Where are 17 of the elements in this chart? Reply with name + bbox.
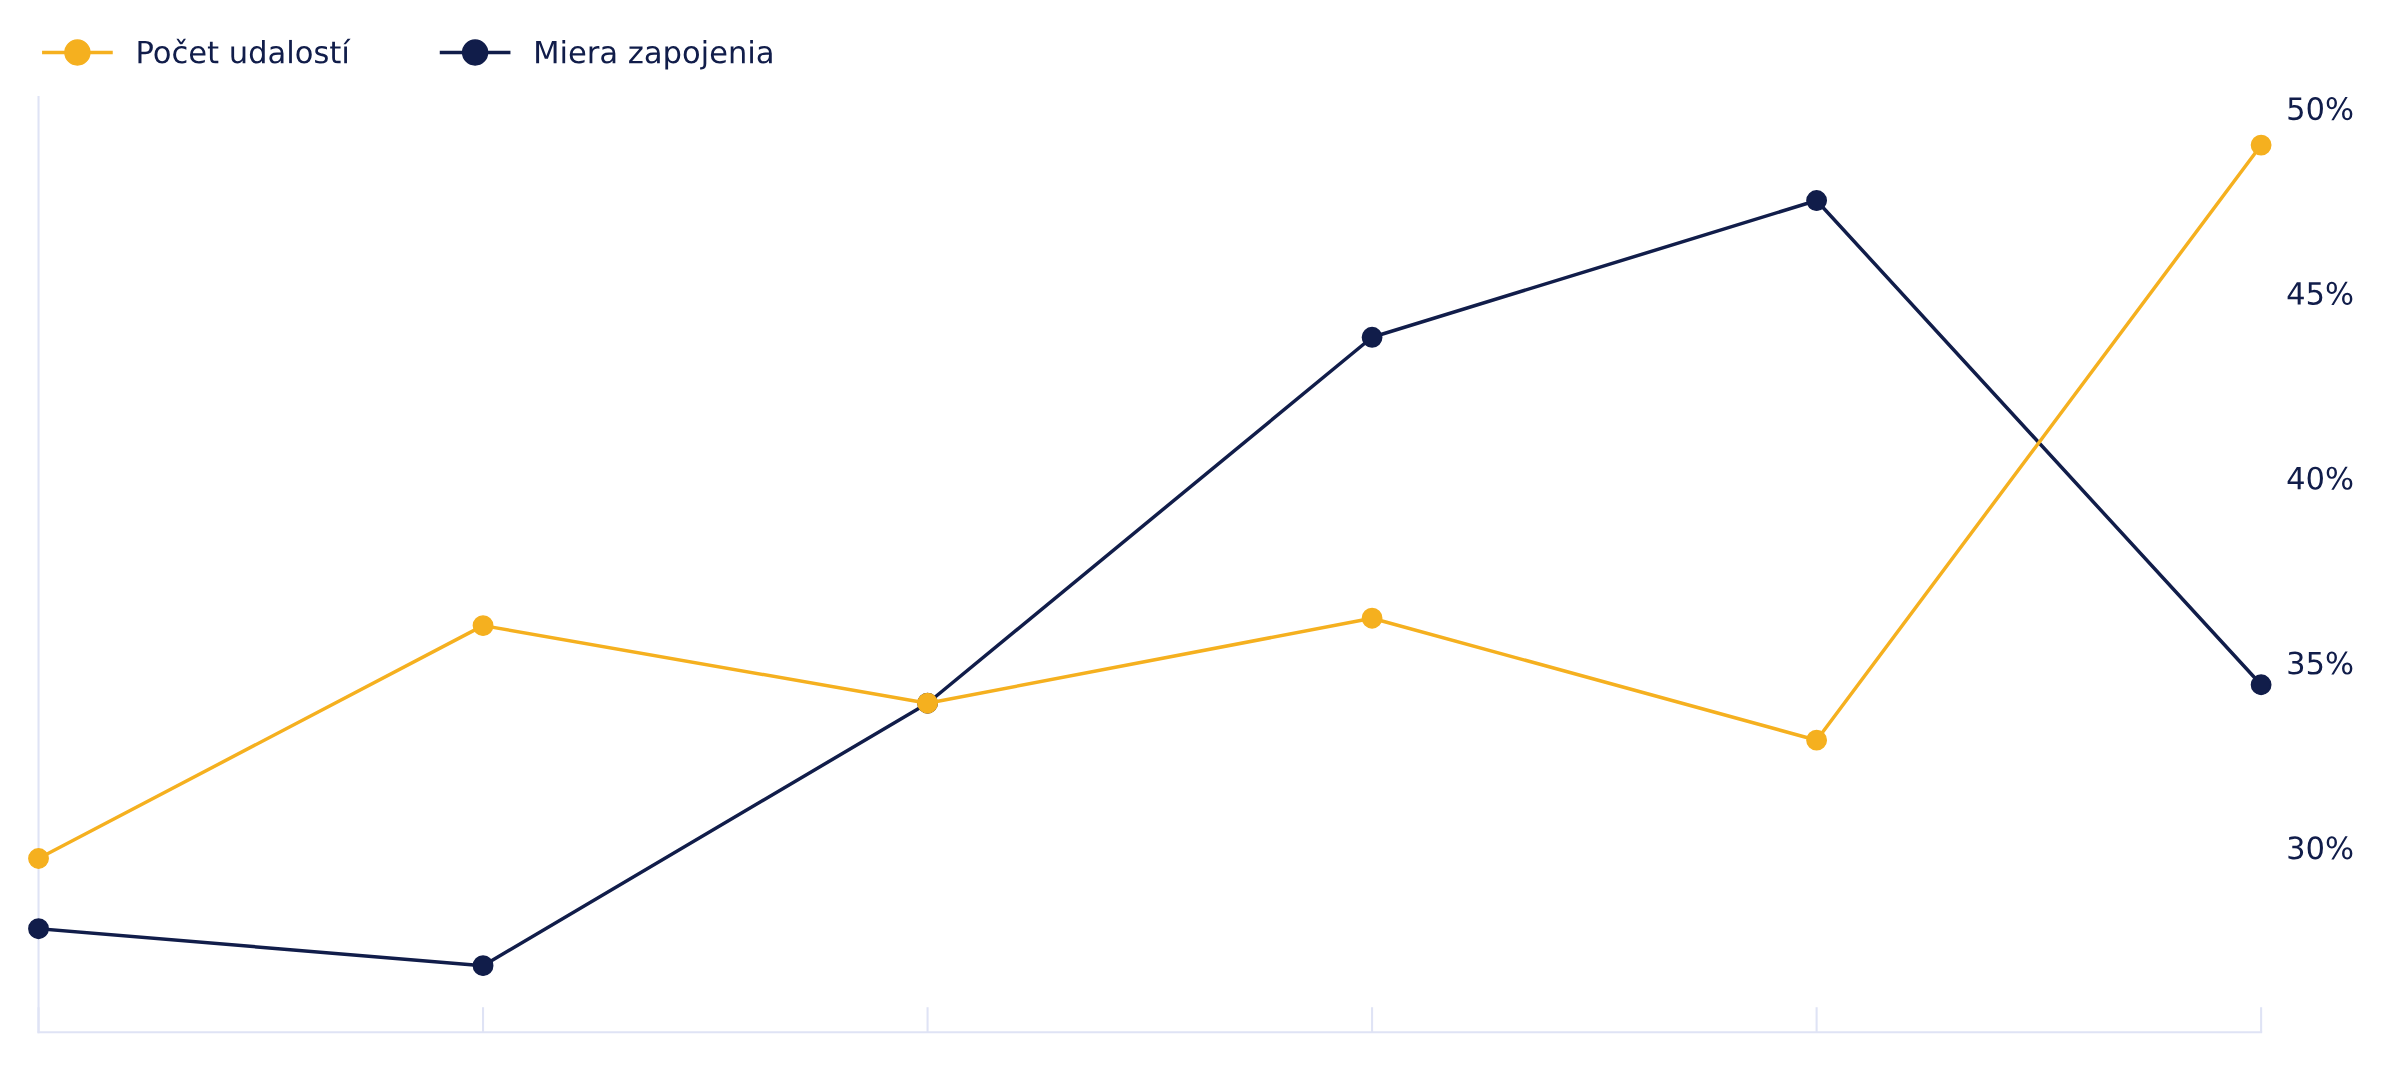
y-tick-label: 30% [2288, 836, 2353, 860]
point [472, 955, 494, 977]
point [28, 918, 49, 940]
y-tick-label: 40% [2287, 466, 2353, 490]
y-tick-label: 50% [2288, 97, 2353, 121]
point [1361, 607, 1383, 629]
y-tick-label: 35% [2288, 651, 2353, 675]
point [28, 848, 49, 869]
legend-label: Miera zapojenia [536, 39, 772, 70]
point [2250, 674, 2272, 696]
point [472, 615, 494, 637]
point [1806, 190, 1828, 211]
point [1361, 326, 1383, 348]
point [1806, 729, 1828, 751]
y-tick-label: 45% [2287, 281, 2353, 305]
point [2250, 134, 2272, 156]
legend-label: Počet udalostí [138, 38, 351, 64]
